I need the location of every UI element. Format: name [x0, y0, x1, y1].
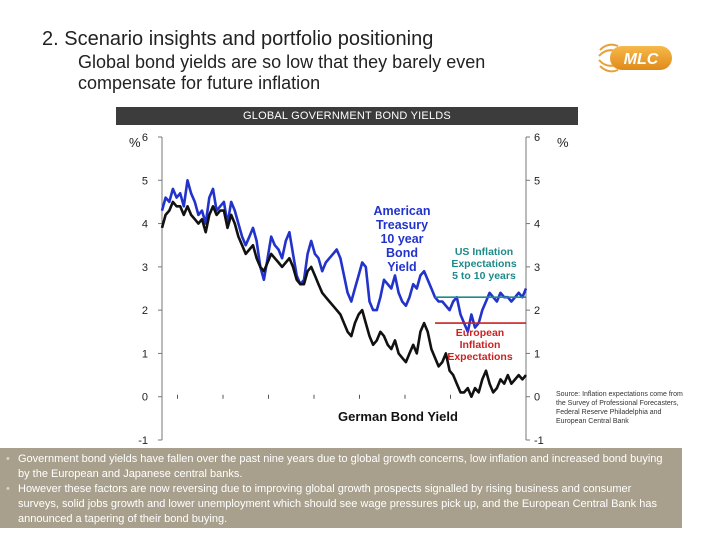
- bullet-icon: •: [6, 453, 10, 465]
- mlc-logo: MLC: [598, 43, 672, 73]
- series-label: European: [456, 327, 504, 339]
- series-label: Bond: [386, 246, 418, 260]
- source-note: Source: Inflation expectations come from…: [556, 391, 683, 425]
- y-tick-label-right: 0: [534, 392, 540, 404]
- series-label: Treasury: [376, 218, 428, 232]
- series-label: Yield: [387, 260, 416, 274]
- series-label: Expectations: [451, 258, 517, 270]
- series-label: Expectations: [447, 351, 513, 363]
- y-tick-label-left: 5: [142, 175, 148, 187]
- y-unit-right: %: [557, 135, 569, 150]
- slide-title: 2. Scenario insights and portfolio posit…: [42, 28, 434, 50]
- series-label: American: [374, 204, 431, 218]
- note-text: However these factors are now reversing …: [18, 483, 657, 525]
- y-unit-left: %: [129, 135, 141, 150]
- y-tick-label-right: 6: [534, 132, 540, 144]
- notes-box: • Government bond yields have fallen ove…: [0, 448, 682, 528]
- y-tick-label-right: 3: [534, 262, 540, 274]
- note-item: • However these factors are now reversin…: [6, 482, 674, 527]
- y-tick-label-left: 1: [142, 348, 148, 360]
- y-tick-label-left: -1: [138, 435, 148, 447]
- logo-text: MLC: [624, 51, 659, 68]
- chart-panel: -1 -1 0 0 1 1 2 2 3 3 4 4 5 5 6 6%% American Treasury 10 y…: [116, 107, 578, 447]
- y-tick-label-left: 2: [142, 305, 148, 317]
- y-tick-label-right: -1: [534, 435, 544, 447]
- y-tick-label-left: 4: [142, 219, 148, 231]
- y-tick-label-right: 5: [534, 175, 540, 187]
- series-label: US Inflation: [455, 246, 513, 258]
- y-tick-label-right: 2: [534, 305, 540, 317]
- y-tick-label-left: 6: [142, 132, 148, 144]
- series-label: 5 to 10 years: [452, 270, 516, 282]
- series-label: Inflation: [460, 339, 501, 351]
- y-tick-label-left: 3: [142, 262, 148, 274]
- bullet-icon: •: [6, 483, 10, 495]
- series-line-0: [160, 179, 528, 334]
- series-line-1: [160, 200, 527, 399]
- note-item: • Government bond yields have fallen ove…: [6, 452, 674, 482]
- y-tick-label-right: 4: [534, 219, 540, 231]
- y-tick-label-left: 0: [142, 392, 148, 404]
- series-label: 10 year: [380, 232, 423, 246]
- y-tick-label-right: 1: [534, 348, 540, 360]
- series-label: German Bond Yield: [338, 409, 458, 424]
- chart-title: GLOBAL GOVERNMENT BOND YIELDS: [116, 107, 578, 125]
- slide-subtitle: Global bond yields are so low that they …: [78, 52, 486, 93]
- note-text: Government bond yields have fallen over …: [18, 453, 663, 480]
